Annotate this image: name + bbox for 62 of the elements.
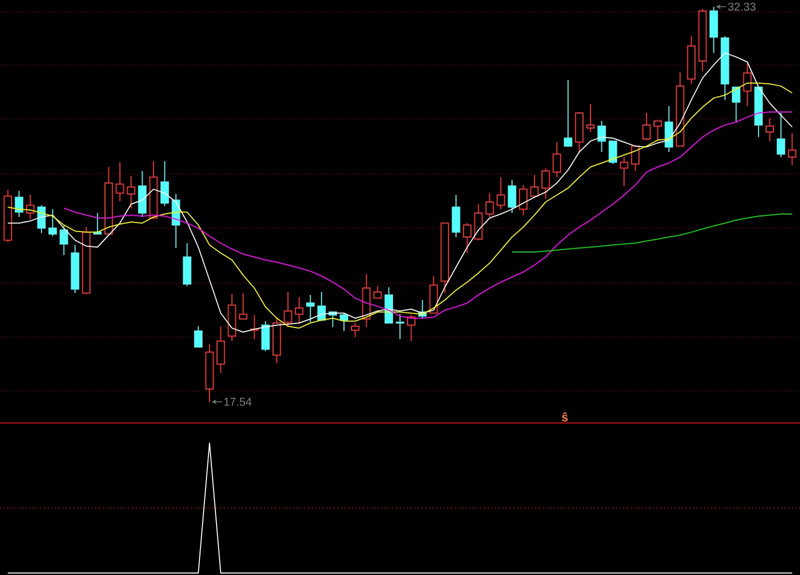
- candlestick: [182, 242, 192, 287]
- candlestick: [250, 314, 259, 340]
- candlestick: [284, 292, 292, 327]
- candlestick: [496, 176, 506, 210]
- candlestick: [396, 314, 404, 340]
- text: ŝ: [562, 412, 568, 422]
- candlestick: [586, 103, 595, 133]
- candlestick: [317, 292, 326, 321]
- candlestick: [530, 174, 539, 198]
- candlestick: [272, 316, 281, 364]
- candlestick: [60, 226, 68, 256]
- candlestick: [306, 294, 315, 323]
- candlestick: [116, 162, 124, 202]
- candlestick: [452, 194, 460, 238]
- candlestick: [14, 190, 24, 218]
- candlestick: [126, 176, 136, 209]
- candlestick: [294, 296, 304, 325]
- candlestick: [597, 120, 606, 153]
- candlestick: [407, 314, 416, 342]
- candlestick: [687, 36, 696, 84]
- candlestick: [732, 86, 740, 123]
- candlestick: [575, 111, 584, 154]
- candlestick: [160, 160, 169, 207]
- candlestick: [440, 222, 450, 294]
- candlestick: [104, 166, 113, 235]
- candlestick: [429, 276, 438, 314]
- candlestick: [26, 194, 34, 220]
- candlestick: [776, 112, 786, 158]
- candlestick: [720, 36, 730, 100]
- candlestick: [194, 326, 203, 348]
- candlestick: [698, 8, 707, 72]
- candlestick: [138, 170, 146, 218]
- candlestick: [350, 322, 360, 338]
- candlestick: [541, 168, 550, 200]
- candlestick: [743, 62, 752, 107]
- candlestick: [642, 112, 651, 141]
- candlestick: [149, 160, 158, 220]
- candlestick: [474, 204, 483, 241]
- candlestick: [664, 106, 674, 153]
- candlestick: [384, 286, 393, 324]
- candlestick: [362, 274, 371, 328]
- candlestick: [519, 184, 528, 216]
- candlestick: [552, 142, 562, 178]
- candlestick: [228, 294, 236, 342]
- candlestick: [766, 118, 774, 142]
- candlestick: [373, 286, 382, 299]
- candlestick: [620, 156, 628, 186]
- candlestick: [485, 192, 494, 218]
- candlestick: [70, 244, 80, 294]
- candlestick: [48, 208, 57, 237]
- candlestick: [654, 120, 662, 141]
- candlestick: [676, 72, 684, 147]
- candlestick: [340, 312, 348, 332]
- candlestick: [508, 180, 516, 214]
- candlestick: [216, 326, 225, 374]
- annotation: 32.33: [728, 2, 756, 11]
- candlestick: [564, 80, 572, 148]
- annotation: 17.54: [224, 398, 252, 406]
- candlestick: [238, 292, 248, 320]
- candlestick: [788, 132, 796, 166]
- candlestick: [463, 222, 472, 254]
- candlestick: [754, 86, 763, 138]
